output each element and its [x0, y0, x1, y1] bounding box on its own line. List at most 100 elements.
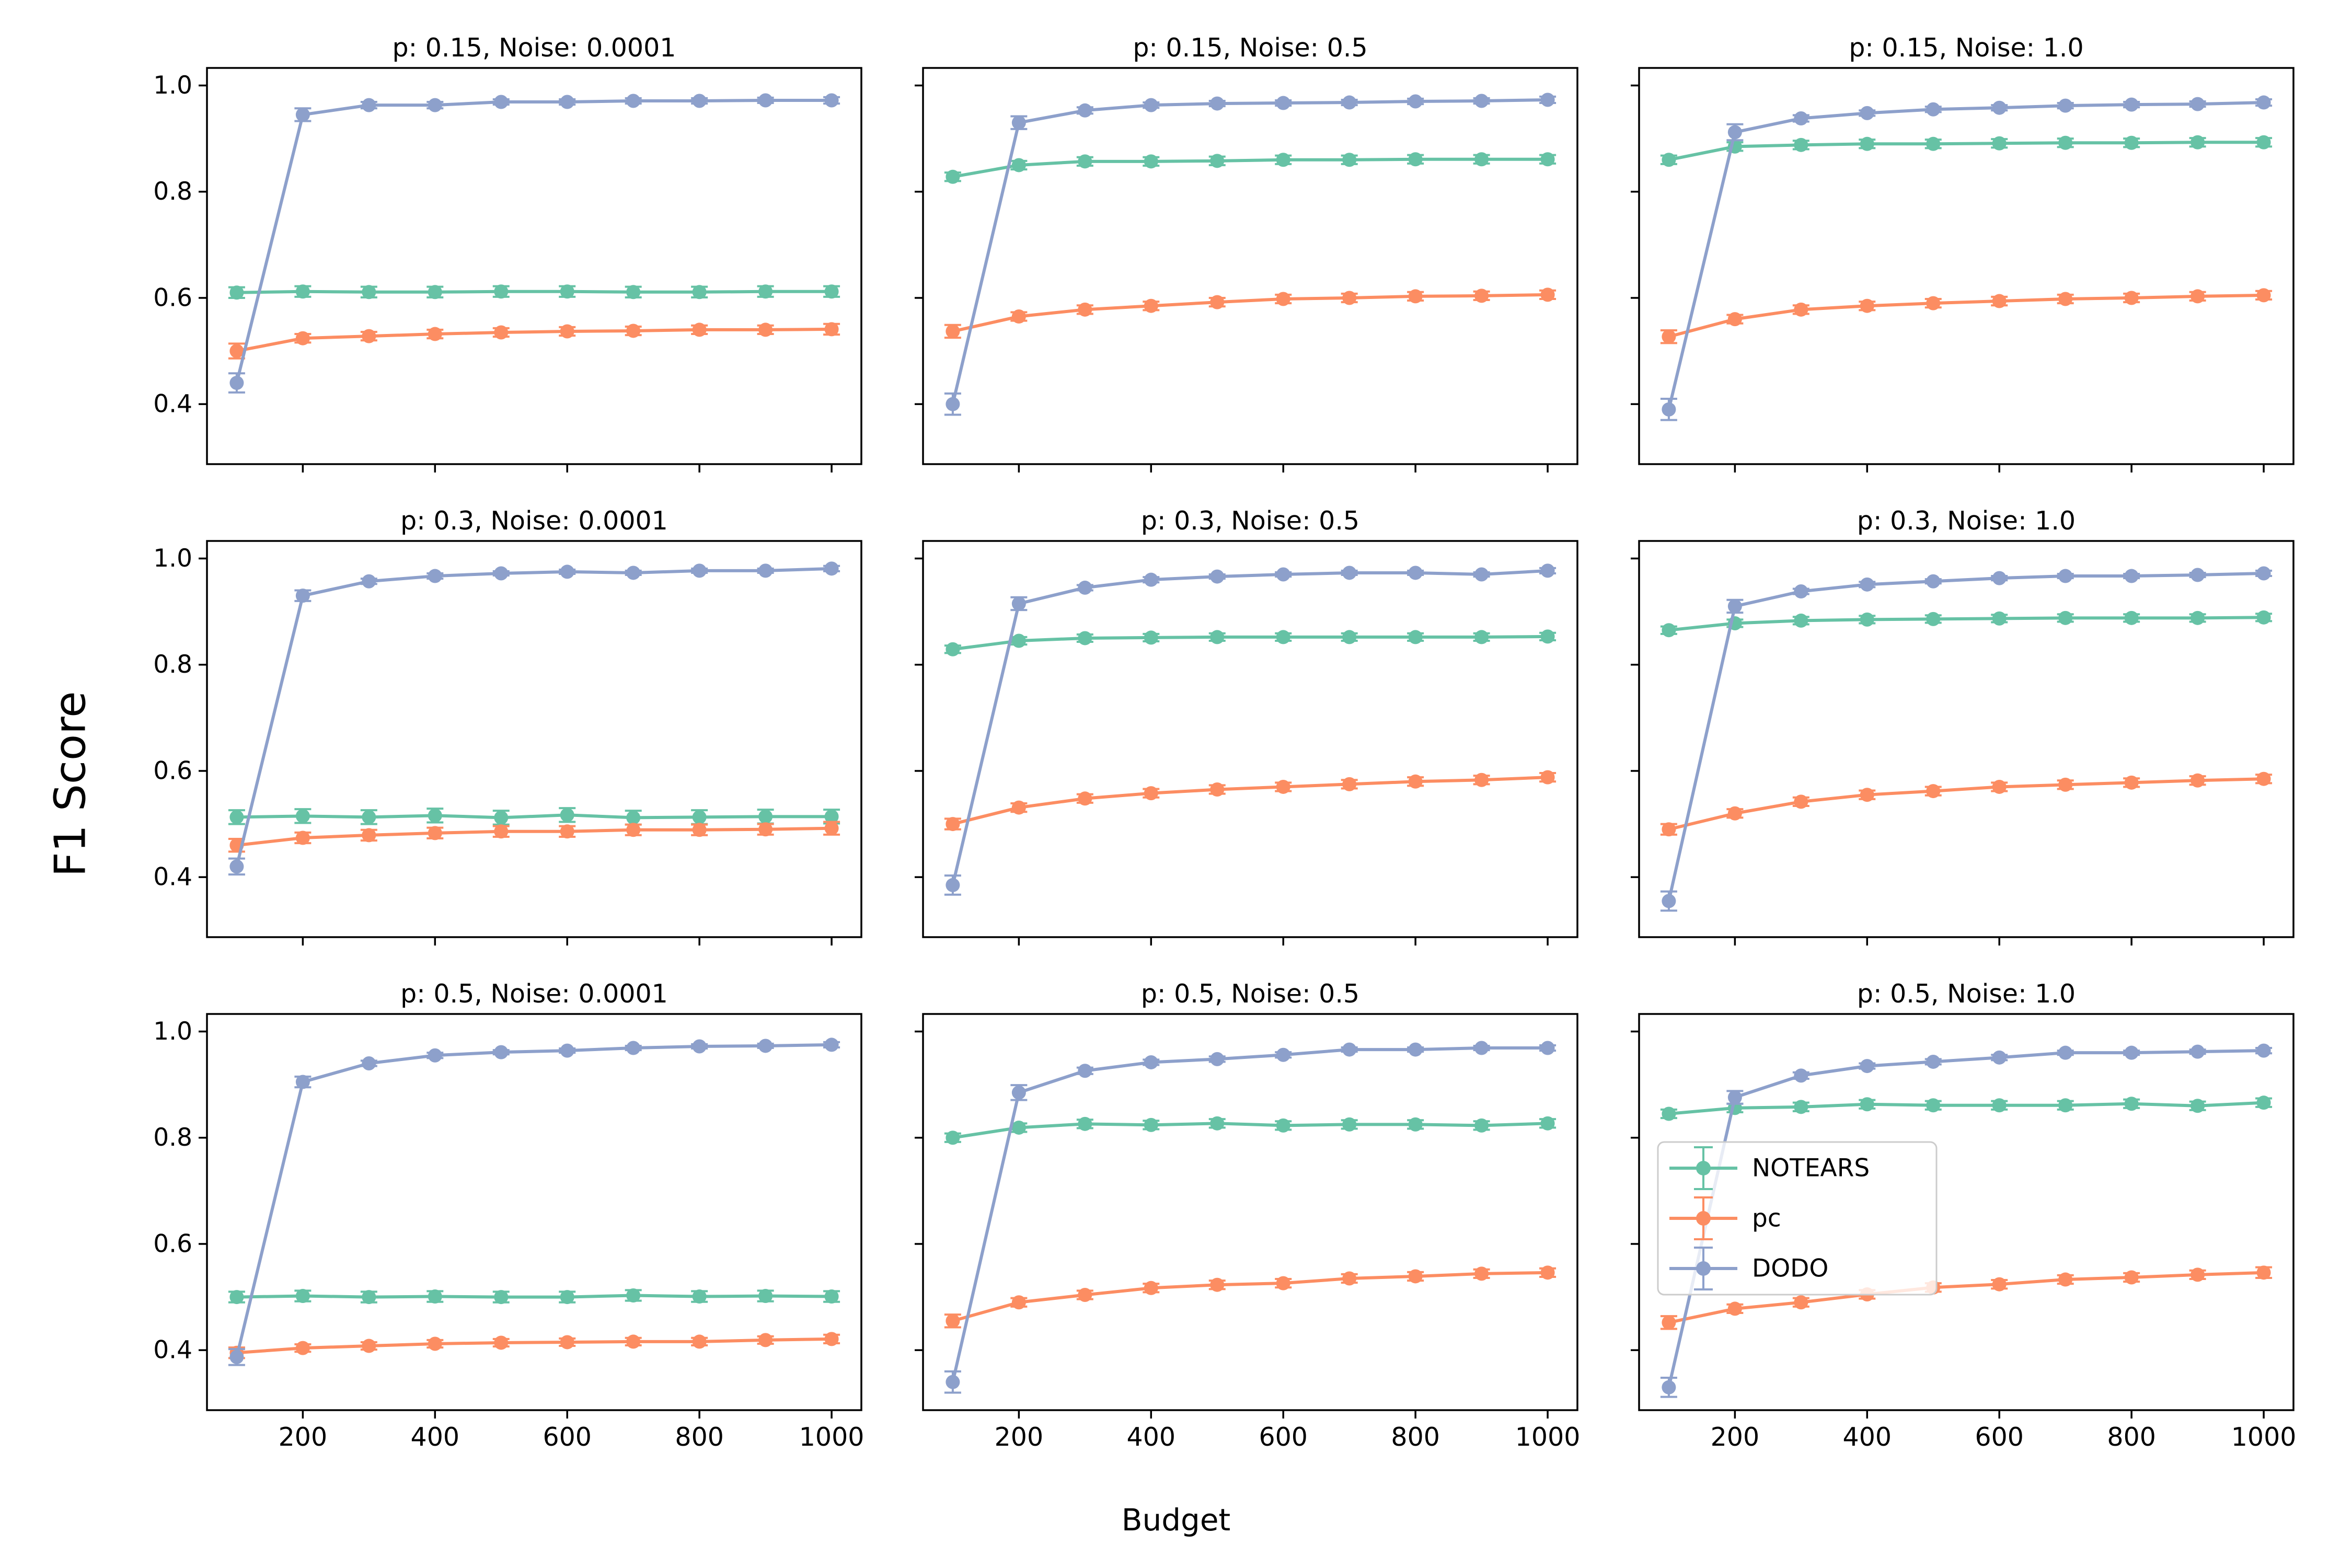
series-line	[952, 776, 1548, 826]
data-point-marker	[2190, 1099, 2205, 1113]
axes-frame	[1638, 1013, 2295, 1411]
data-point-marker	[1342, 291, 1357, 305]
data-point-marker	[946, 878, 960, 892]
data-point-marker	[2256, 1265, 2271, 1280]
data-point-marker	[692, 94, 707, 108]
series-notears	[944, 152, 1557, 184]
data-point-marker	[692, 285, 707, 299]
y-tick-label: 0.8	[153, 177, 192, 206]
series-line	[1667, 101, 2264, 410]
series-line	[1667, 571, 2264, 902]
series-notears	[944, 1116, 1557, 1145]
data-point-marker	[2256, 610, 2271, 625]
data-point-marker	[1860, 1097, 1874, 1112]
y-tick-label: 1.0	[153, 544, 192, 573]
data-point-marker	[1794, 137, 1808, 152]
data-point-marker	[626, 324, 641, 338]
data-point-marker	[362, 98, 376, 112]
legend-sample-marker	[1696, 1261, 1711, 1276]
data-point-marker	[1540, 1041, 1555, 1055]
data-point-marker	[2190, 610, 2205, 625]
data-point-marker	[2058, 1098, 2073, 1113]
data-point-marker	[758, 322, 773, 337]
data-point-marker	[1662, 153, 1676, 167]
series-line	[236, 826, 832, 847]
subplot-p0.5-noise1.0: p: 0.5, Noise: 1.0 200 400 600 800 1000 NOTEAR…	[1631, 979, 2296, 1452]
data-point-marker	[1144, 1281, 1158, 1295]
data-point-marker	[1794, 302, 1808, 317]
series-dodo	[1660, 566, 2273, 912]
data-point-marker	[428, 1336, 442, 1351]
data-point-marker	[1210, 1052, 1225, 1066]
data-point-marker	[692, 810, 707, 824]
series-notears	[228, 284, 840, 300]
data-point-marker	[1408, 1117, 1423, 1132]
data-point-marker	[1926, 1098, 1941, 1113]
data-point-marker	[824, 809, 839, 824]
data-point-marker	[494, 824, 509, 839]
data-point-marker	[1662, 1106, 1676, 1121]
subplot-p0.15-noise0.0001: p: 0.15, Noise: 0.0001 0.4 0.6 0.8 1.0	[153, 33, 862, 472]
data-point-marker	[229, 285, 244, 300]
series-pc	[228, 322, 840, 360]
x-tick-label: 1000	[799, 1422, 864, 1452]
series-line	[236, 290, 832, 294]
data-point-marker	[494, 95, 509, 109]
subplot-title: p: 0.5, Noise: 0.0001	[400, 979, 668, 1009]
data-point-marker	[758, 822, 773, 837]
data-point-marker	[428, 808, 442, 823]
data-point-marker	[1408, 289, 1423, 304]
series-line	[236, 1294, 832, 1299]
axes-frame	[1638, 67, 2295, 465]
axes-frame	[922, 540, 1578, 938]
data-point-marker	[1342, 1117, 1357, 1132]
data-point-marker	[1210, 295, 1225, 309]
series-notears	[228, 807, 840, 826]
data-point-marker	[1210, 630, 1225, 644]
legend-sample-marker	[1696, 1161, 1711, 1175]
data-point-marker	[1011, 158, 1026, 172]
series-line	[235, 567, 832, 867]
data-point-marker	[1662, 329, 1676, 344]
data-point-marker	[1662, 1380, 1676, 1394]
data-point-marker	[362, 329, 376, 343]
data-point-marker	[2190, 1044, 2205, 1059]
data-point-marker	[560, 1290, 574, 1305]
data-point-marker	[1342, 777, 1357, 791]
series-pc	[228, 821, 840, 853]
data-point-marker	[2190, 135, 2205, 149]
data-point-marker	[1078, 631, 1092, 645]
axes-frame	[206, 1013, 862, 1411]
data-point-marker	[946, 1313, 960, 1328]
subplot-title: p: 0.15, Noise: 0.0001	[393, 33, 676, 63]
axes-frame	[206, 67, 862, 465]
x-tick-label: 200	[279, 1422, 328, 1452]
data-point-marker	[229, 376, 244, 390]
legend-label: NOTEARS	[1752, 1154, 1870, 1183]
series-line	[1667, 1049, 2264, 1388]
data-point-marker	[2190, 773, 2205, 788]
data-point-marker	[824, 322, 839, 337]
data-point-marker	[1474, 1266, 1489, 1281]
data-point-marker	[626, 1041, 641, 1055]
x-tick-label: 600	[1259, 1422, 1308, 1452]
data-point-marker	[2124, 1270, 2139, 1285]
legend-item-notears: NOTEARS	[1669, 1146, 1870, 1190]
data-point-marker	[1408, 152, 1423, 167]
data-point-marker	[494, 810, 509, 825]
subplot-p0.5-noise0.5: p: 0.5, Noise: 0.5 200 400 600 800 1000	[915, 979, 1580, 1452]
data-point-marker	[1662, 402, 1676, 417]
data-point-marker	[758, 563, 773, 578]
axes-frame	[922, 1013, 1578, 1411]
data-point-marker	[2058, 1045, 2073, 1060]
data-point-marker	[1926, 296, 1941, 310]
data-point-marker	[1342, 1042, 1357, 1057]
y-tick-label: 0.6	[153, 1229, 192, 1258]
data-point-marker	[1342, 566, 1357, 580]
data-point-marker	[560, 564, 574, 579]
subplot-title: p: 0.5, Noise: 1.0	[1857, 979, 2076, 1009]
data-point-marker	[2256, 566, 2271, 581]
data-point-marker	[295, 331, 310, 345]
series-notears	[1660, 610, 2273, 638]
data-point-marker	[1144, 1055, 1158, 1069]
